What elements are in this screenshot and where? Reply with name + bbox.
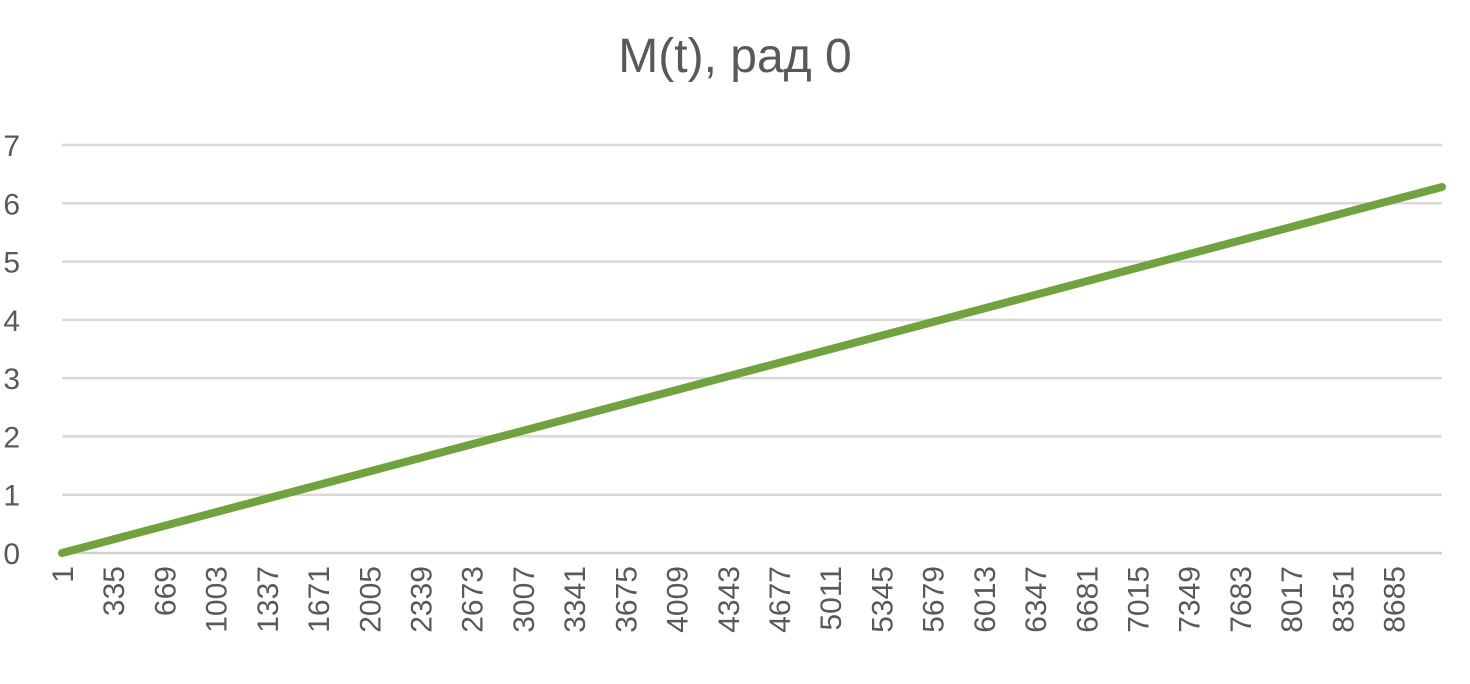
x-tick-label: 7349	[1174, 566, 1207, 633]
y-tick-label: 5	[3, 247, 20, 280]
x-tick-label: 1003	[201, 566, 234, 633]
x-tick-label: 5345	[866, 566, 899, 633]
series-layer	[58, 182, 1446, 557]
y-tick-label: 3	[3, 363, 20, 396]
x-tick-label: 1	[47, 566, 80, 583]
chart-title: M(t), рад 0	[618, 30, 851, 83]
x-tick-label: 7683	[1225, 566, 1258, 633]
series-line	[58, 182, 1446, 557]
x-tick-label: 335	[98, 566, 131, 616]
x-axis-ticks: 1 335 669 1003 1337 1671 2005 2339 2673 3007 3341 3…	[47, 566, 1412, 633]
x-tick-label: 6347	[1020, 566, 1053, 633]
x-tick-label: 8017	[1276, 566, 1309, 633]
x-tick-label: 4343	[713, 566, 746, 633]
x-tick-label: 5011	[815, 566, 848, 631]
x-tick-label: 6681	[1071, 566, 1104, 633]
x-tick-label: 2005	[354, 566, 387, 633]
y-tick-label: 2	[3, 421, 20, 454]
x-tick-label: 1671	[303, 566, 336, 633]
x-tick-label: 3007	[508, 566, 541, 633]
x-tick-label: 3341	[559, 566, 592, 633]
x-tick-label: 8351	[1327, 566, 1360, 633]
y-axis-ticks: 0 1 2 3 4 5 6 7	[3, 130, 20, 571]
x-tick-label: 4677	[764, 566, 797, 633]
x-tick-label: 3675	[610, 566, 643, 633]
x-tick-label: 2339	[405, 566, 438, 633]
y-tick-label: 7	[3, 130, 20, 163]
x-tick-label: 6013	[969, 566, 1002, 633]
x-tick-label: 8685	[1379, 566, 1412, 633]
gridlines	[62, 143, 1442, 555]
y-tick-label: 0	[3, 538, 20, 571]
x-tick-label: 5679	[918, 566, 951, 633]
y-tick-label: 6	[3, 188, 20, 221]
x-tick-label: 1337	[252, 566, 285, 633]
x-tick-label: 2673	[457, 566, 490, 633]
x-tick-label: 4009	[662, 566, 695, 633]
y-tick-label: 4	[3, 305, 20, 338]
x-tick-label: 669	[149, 566, 182, 616]
y-tick-label: 1	[3, 480, 20, 513]
x-tick-label: 7015	[1122, 566, 1155, 633]
